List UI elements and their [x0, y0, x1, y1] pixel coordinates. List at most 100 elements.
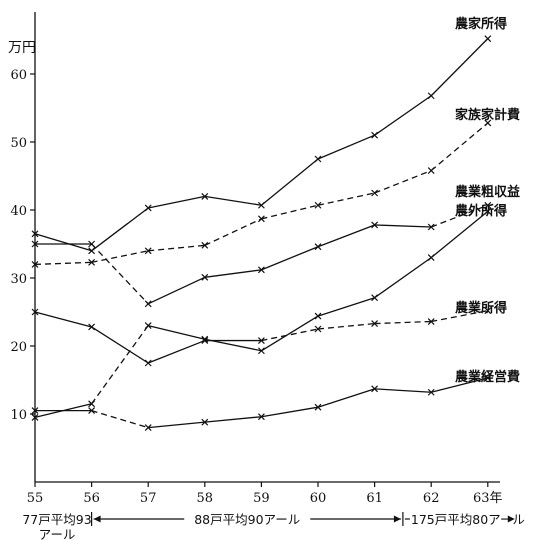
series-segment: [204, 416, 262, 423]
y-tick-label: 60: [10, 68, 27, 83]
series-line: 農外所得: [31, 203, 507, 421]
series-segment: [91, 207, 149, 252]
series-segment: [261, 204, 319, 220]
series-label: 農外所得: [455, 203, 507, 219]
x-tick-label: 60: [310, 491, 327, 506]
series-segment: [374, 169, 432, 194]
data-point: [314, 243, 322, 251]
data-point: [144, 322, 152, 330]
data-point: [201, 241, 209, 249]
data-point: [144, 424, 152, 432]
data-point: [31, 260, 39, 268]
data-point: [427, 92, 435, 100]
chart-axes: [34, 12, 500, 483]
series-segment: [204, 218, 262, 246]
series-segment: [430, 38, 489, 97]
data-point: [371, 320, 379, 327]
data-point: [201, 273, 209, 281]
x-tick-label: 56: [83, 491, 100, 506]
y-tick-label: 20: [10, 340, 27, 355]
data-point: [427, 318, 435, 325]
series-segment: [261, 246, 319, 271]
series-segment: [374, 224, 432, 228]
series-segment: [148, 421, 205, 429]
data-point: [371, 131, 379, 139]
data-point: [257, 413, 265, 421]
series-label: 農業経営費: [455, 369, 520, 385]
series-segment: [317, 224, 375, 248]
data-point: [31, 230, 39, 238]
period-label: 77戸平均93: [22, 512, 91, 527]
period-label-line2: アール: [39, 527, 76, 540]
data-point: [484, 35, 492, 43]
data-point: [484, 307, 492, 315]
series-line: 家族家計費: [31, 107, 520, 268]
y-tick-label: 50: [10, 136, 27, 151]
data-point: [88, 240, 96, 248]
data-point: [31, 240, 39, 248]
series-segment: [317, 192, 375, 206]
data-point: [427, 388, 435, 396]
series-segment: [148, 244, 205, 252]
data-point: [88, 400, 96, 408]
data-point: [314, 312, 322, 320]
x-ticks: 55 56 57 58 59 60 61 62 63年: [27, 482, 503, 506]
data-point: [314, 325, 322, 333]
y-unit-label: 万円: [8, 40, 36, 56]
data-point: [371, 385, 379, 393]
series-label: 農業所得: [455, 300, 507, 316]
series-line: 農家所得: [31, 16, 507, 255]
series-label: 家族家計費: [455, 107, 520, 123]
series-segment: [317, 297, 375, 317]
data-point: [257, 266, 265, 274]
data-point: [31, 407, 39, 415]
data-point: [427, 167, 435, 174]
data-point: [31, 413, 39, 421]
data-point: [314, 403, 322, 411]
series-segment: [430, 210, 489, 259]
series-line: 農業粗収益: [31, 184, 520, 308]
arrow-head: [93, 515, 101, 523]
data-point: [144, 204, 152, 212]
series-segment: [317, 134, 375, 160]
series-segment: [431, 377, 488, 393]
series-segment: [374, 320, 432, 325]
series-segment: [261, 328, 319, 342]
data-point: [201, 192, 209, 200]
x-tick-label: 63年: [473, 491, 503, 506]
x-tick-label: 61: [366, 491, 383, 506]
series-segment: [148, 195, 205, 209]
data-point: [257, 337, 265, 344]
x-tick-label: 55: [27, 491, 44, 506]
series-segment: [91, 325, 149, 405]
series-segment: [147, 276, 206, 305]
series-segment: [204, 195, 262, 206]
y-tick-label: 10: [10, 408, 27, 423]
series-segment: [34, 261, 92, 266]
data-point: [314, 201, 322, 209]
data-point: [371, 294, 379, 302]
series-line: 農業所得: [31, 300, 507, 367]
x-tick-label: 59: [253, 491, 270, 506]
series-segment: [261, 315, 319, 352]
data-point: [31, 308, 39, 316]
x-tick-label: 58: [197, 491, 214, 506]
arrow-head: [393, 515, 401, 523]
series-segment: [204, 269, 262, 278]
y-ticks: 10 20 30 40 50 60: [10, 68, 35, 423]
data-point: [371, 189, 379, 197]
data-point: [144, 359, 152, 367]
data-point: [484, 207, 492, 215]
x-tick-label: 57: [140, 491, 157, 506]
data-point: [484, 374, 492, 382]
series-segment: [148, 324, 205, 340]
data-point: [257, 347, 265, 355]
data-point: [484, 201, 492, 209]
period-label: 175戸平均80アール: [411, 512, 525, 527]
series-segment: [317, 322, 375, 330]
series-segment: [91, 243, 149, 305]
data-point: [144, 247, 152, 255]
